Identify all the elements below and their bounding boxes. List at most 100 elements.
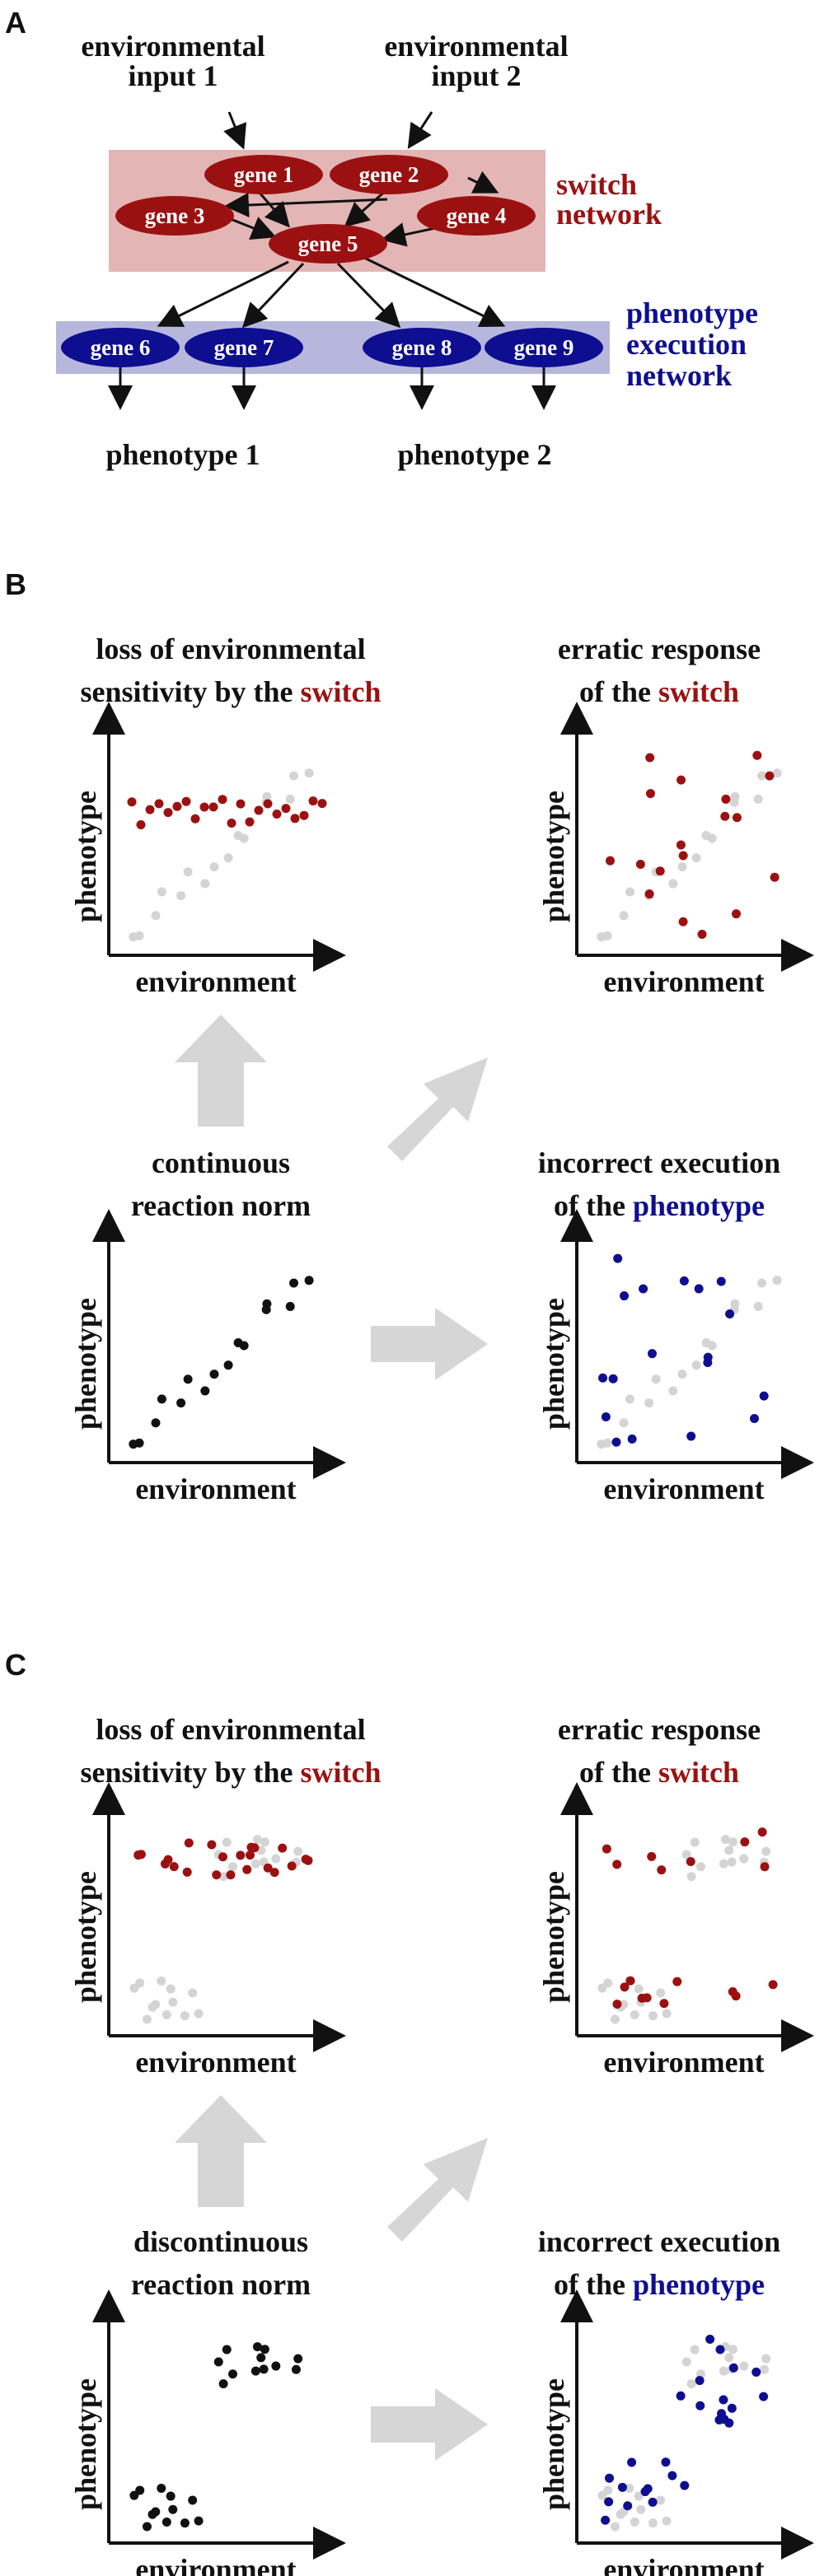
b-bottom-right-title-line2: of the phenotype <box>554 1189 765 1222</box>
plot-b-tr-point <box>732 813 742 823</box>
plot-b-tl-point <box>263 799 273 809</box>
input-2-line1: environmental <box>384 30 568 63</box>
plot-c-tr-ghost-point <box>634 1984 644 1994</box>
c-bottom-right-title-line2: of the phenotype <box>554 2268 765 2301</box>
b-top-right-title-line1: erratic response <box>558 632 761 665</box>
plot-b-br-point <box>679 1276 689 1286</box>
plot-b-tr-point <box>678 851 688 861</box>
plot-b-tr-ghost-point <box>619 911 629 921</box>
plot-c-tl-ghost-point <box>271 1854 281 1864</box>
plot-c-bl-point <box>157 2483 166 2493</box>
plot-b-tr-point <box>721 794 731 804</box>
input-2-line2: input 2 <box>431 59 521 92</box>
b-center-title-line1: continuous <box>152 1146 290 1179</box>
plot-b-bl-point <box>183 1374 193 1384</box>
plot-b-tl-ghost-point <box>134 931 144 940</box>
plot-c-br-point <box>728 2363 738 2373</box>
c-arrow-right <box>371 2388 488 2461</box>
plot-b-br-ghost-point <box>602 1438 612 1448</box>
plot-b-br-point <box>759 1391 769 1401</box>
plot-c-tr-ghost-point <box>761 1846 771 1856</box>
plot-b-br-point <box>598 1373 608 1383</box>
plot-c-br-point <box>759 2392 769 2401</box>
plot-b-br-ghost-point <box>677 1370 687 1379</box>
plot-b-tr-point <box>720 811 730 821</box>
plot-c-br-point <box>719 2395 728 2405</box>
plot-b-br-y-axis-label: phenotype <box>537 1298 570 1430</box>
plot-c-bl-point <box>259 2364 269 2374</box>
plot-c-br-point <box>715 2345 725 2354</box>
plot-c-bl-point <box>151 2507 161 2517</box>
c-center-title-line2: reaction norm <box>131 2268 311 2301</box>
b-plot-incorrect-execution: environment phenotype <box>537 1209 814 1505</box>
plot-c-br-y-axis-label: phenotype <box>537 2378 570 2510</box>
plot-b-tr-point <box>697 929 707 939</box>
plot-b-br-ghost-point <box>707 1341 717 1351</box>
c-bottom-right-title-phenotype-word: phenotype <box>633 2268 765 2301</box>
c-plot-erratic-response: environment phenotype <box>537 1782 814 2079</box>
plot-c-br-point <box>680 2480 690 2490</box>
plot-c-bl-point <box>166 2491 176 2501</box>
plot-c-br-point <box>676 2391 686 2401</box>
plot-c-tr-point <box>625 1976 635 1986</box>
plot-b-bl-point <box>157 1394 166 1404</box>
plot-b-tl-point <box>281 804 291 814</box>
plot-c-tr-ghost-point <box>630 2010 639 2020</box>
plot-c-tl-ghost-point <box>293 1846 303 1856</box>
plot-b-br-x-axis-label: environment <box>603 1472 764 1505</box>
plot-c-br-point <box>648 2497 658 2507</box>
gene-6-node: gene 6 <box>61 328 180 367</box>
plot-c-tr-ghost-point <box>662 2009 672 2018</box>
plot-b-tr-point <box>655 866 665 876</box>
plot-c-tl-point <box>246 1850 255 1860</box>
plot-c-tl-ghost-point <box>142 2014 152 2024</box>
plot-c-tl-point <box>278 1843 288 1853</box>
plot-c-bl-point <box>252 2342 262 2352</box>
b-top-left-title-line2: sensitivity by the switch <box>80 675 381 708</box>
plot-c-br-point <box>604 2497 614 2507</box>
plot-b-tl-ghost-point <box>304 768 314 778</box>
plot-b-br-ghost-point <box>753 1301 763 1311</box>
b-top-left-title-switch-word: switch <box>301 675 382 708</box>
plot-c-br-ghost-point <box>759 2364 769 2374</box>
plot-c-br-ghost-point <box>648 2518 658 2528</box>
plot-c-tl-ghost-point <box>157 1976 166 1986</box>
plot-c-tl-point <box>250 1843 260 1853</box>
gene-7-node: gene 7 <box>185 328 303 367</box>
plot-c-tr-ghost-point <box>728 1837 737 1847</box>
plot-b-br-point <box>601 1412 611 1421</box>
plot-b-tr-ghost-point <box>772 768 782 778</box>
plot-c-tr-point <box>686 1857 695 1867</box>
b-arrow-up <box>175 1015 267 1127</box>
plot-c-br-point <box>661 2457 671 2467</box>
plot-b-br-ghost-point <box>757 1278 767 1288</box>
plot-b-tl-point <box>172 801 182 811</box>
execution-label-line3: network <box>626 359 732 392</box>
panel-a-letter: A <box>5 6 26 40</box>
plot-b-br-point <box>627 1434 637 1444</box>
gene-8-label: gene 8 <box>392 335 452 360</box>
plot-b-tl-ghost-point <box>223 853 233 863</box>
plot-b-tr-point <box>731 909 741 919</box>
plot-c-tl-point <box>269 1868 279 1878</box>
plot-b-tl-point <box>154 799 164 809</box>
plot-b-tr-ghost-point <box>625 887 634 897</box>
plot-b-br-point <box>608 1374 618 1384</box>
plot-b-tl-x-axis-label: environment <box>135 965 296 998</box>
panel-b-letter: B <box>5 567 26 601</box>
plot-c-tr-ghost-point <box>727 1857 737 1867</box>
plot-b-tr-point <box>752 750 762 760</box>
gene-5-node: gene 5 <box>269 224 387 264</box>
plot-c-bl-point <box>227 2369 237 2379</box>
gene-2-label: gene 2 <box>359 162 419 187</box>
plot-b-bl-point <box>304 1276 314 1286</box>
plot-c-tl-point <box>212 1870 222 1880</box>
switch-label-line2: network <box>556 198 662 231</box>
plot-c-br-point <box>667 2471 677 2480</box>
plot-b-tl-point <box>308 796 318 806</box>
plot-b-br-point <box>648 1349 658 1359</box>
b-center-title-line2: reaction norm <box>131 1189 311 1222</box>
plot-c-br-ghost-point <box>690 2345 700 2354</box>
gene-9-label: gene 9 <box>514 335 574 360</box>
plot-c-tr-point <box>740 1837 750 1847</box>
